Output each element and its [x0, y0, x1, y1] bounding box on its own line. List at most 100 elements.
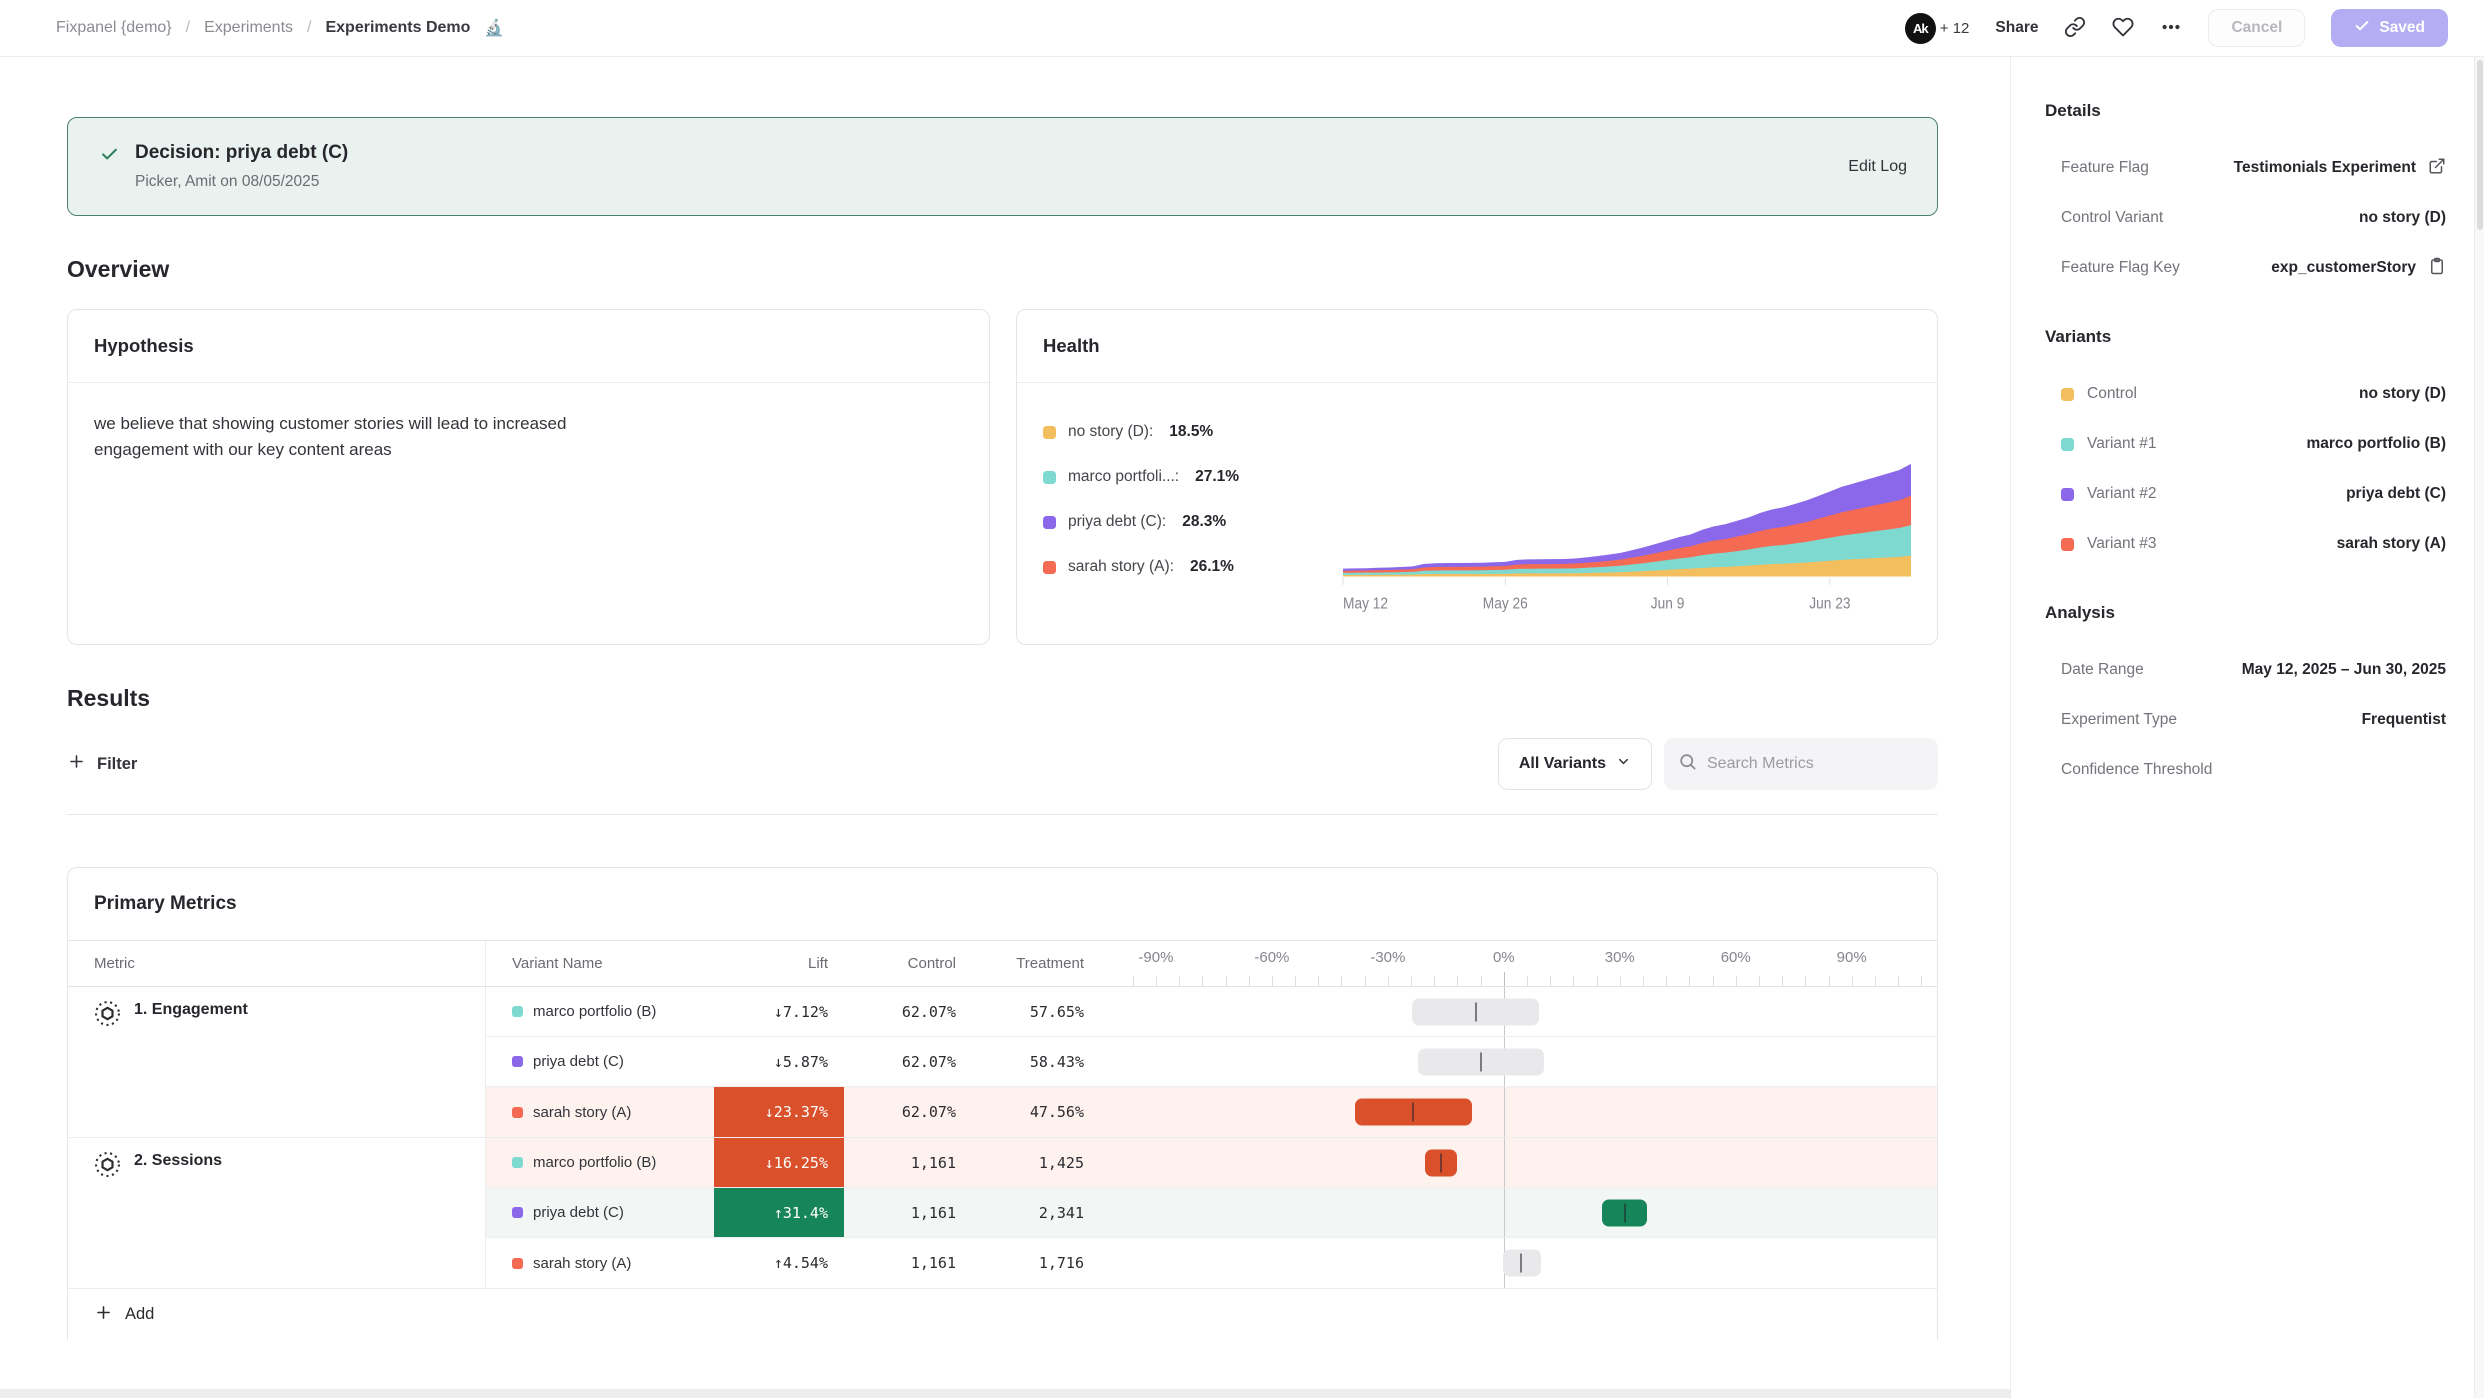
- health-title: Health: [1017, 310, 1937, 383]
- variant-swatch: [2061, 537, 2074, 551]
- external-link-icon[interactable]: [2428, 157, 2446, 180]
- confidence-interval-bar: [1354, 1098, 1473, 1126]
- variant-row-2: Variant #2 priya debt (C): [2045, 469, 2446, 519]
- variant-swatch: [1043, 560, 1056, 574]
- add-metric-button[interactable]: Add: [68, 1288, 1937, 1340]
- col-header-variant: Variant Name: [512, 955, 603, 972]
- axis-tick: [1364, 976, 1366, 986]
- confidence-interval-bar: [1424, 1149, 1458, 1176]
- variant-cell: marco portfolio (B): [486, 987, 714, 1036]
- variant-cell: priya debt (C): [486, 1037, 714, 1086]
- axis-tick: [1642, 976, 1644, 986]
- chevron-down-icon: [1616, 754, 1631, 774]
- details-heading: Details: [2045, 101, 2101, 120]
- variant-cell: marco portfolio (B): [486, 1138, 714, 1187]
- axis-tick: [1619, 976, 1621, 986]
- axis-tick: [1735, 976, 1737, 986]
- axis-tick: [1527, 976, 1528, 986]
- metric-name: 1. Engagement: [134, 1001, 248, 1018]
- treatment-value: 1,716: [1038, 1254, 1084, 1272]
- copy-link-button[interactable]: [2064, 16, 2086, 41]
- more-options-button[interactable]: [2160, 16, 2182, 41]
- metric-variant-row[interactable]: sarah story (A) ↓23.37% 62.07% 47.56%: [486, 1087, 1937, 1137]
- share-button[interactable]: Share: [1995, 19, 2039, 36]
- confidence-interval-cell: [1100, 1087, 1937, 1137]
- favorite-button[interactable]: [2112, 16, 2134, 41]
- axis-tick: [1503, 972, 1505, 986]
- metric-group: 2. Sessions marco portfolio (B) ↓16.25% 1,1…: [68, 1138, 1937, 1288]
- variant-name: priya debt (C): [533, 1053, 624, 1070]
- lift-point-marker: [1439, 1153, 1442, 1172]
- legend-value: 28.3%: [1182, 513, 1227, 530]
- variants-heading: Variants: [2045, 327, 2112, 346]
- clipboard-icon[interactable]: [2428, 257, 2446, 280]
- metric-name-cell[interactable]: 2. Sessions: [68, 1138, 486, 1288]
- legend-value: 18.5%: [1169, 423, 1214, 440]
- variant-swatch: [512, 1056, 523, 1067]
- feature-flag-value[interactable]: Testimonials Experiment: [2233, 159, 2416, 176]
- axis-tick: [1782, 976, 1784, 986]
- metric-variant-row[interactable]: sarah story (A) ↑4.54% 1,161 1,716: [486, 1238, 1937, 1288]
- plus-icon: [94, 1303, 113, 1327]
- add-label: Add: [125, 1305, 155, 1323]
- axis-tick: [1898, 976, 1900, 986]
- health-card: Health no story (D): 18.5% marco portfoli…: [1016, 309, 1938, 645]
- axis-tick: [1573, 976, 1575, 986]
- decision-banner: Decision: priya debt (C) Picker, Amit on…: [67, 117, 1938, 216]
- zero-line: [1503, 1138, 1505, 1187]
- vertical-scrollbar-track[interactable]: [2474, 57, 2484, 1398]
- edit-log-button[interactable]: Edit Log: [1848, 157, 1907, 175]
- breadcrumb-workspace[interactable]: Fixpanel {demo}: [56, 19, 172, 36]
- metric-target-icon: [94, 1152, 121, 1183]
- metric-name-cell[interactable]: 1. Engagement: [68, 987, 486, 1137]
- add-filter-button[interactable]: Filter: [67, 752, 137, 776]
- axis-tick: [1550, 976, 1552, 986]
- x-axis-label: Jun 23: [1809, 596, 1850, 613]
- metric-variant-row[interactable]: marco portfolio (B) ↓16.25% 1,161 1,425: [486, 1138, 1937, 1188]
- breadcrumb: Fixpanel {demo} / Experiments / Experime…: [56, 18, 504, 38]
- cancel-button[interactable]: Cancel: [2208, 9, 2306, 47]
- variant-cell: sarah story (A): [486, 1238, 714, 1288]
- feature-flag-key-value: exp_customerStory: [2271, 259, 2416, 276]
- breadcrumb-current-page: Experiments Demo: [325, 19, 471, 36]
- search-metrics-input[interactable]: [1707, 755, 1924, 773]
- confidence-interval-cell: [1100, 1037, 1937, 1086]
- metric-variant-row[interactable]: priya debt (C) ↑31.4% 1,161 2,341: [486, 1188, 1937, 1238]
- variant-name: sarah story (A): [533, 1103, 632, 1121]
- variant-filter-value: All Variants: [1518, 755, 1606, 772]
- feature-flag-key-row: Feature Flag Key exp_customerStory: [2045, 243, 2446, 293]
- treatment-value: 2,341: [1038, 1203, 1084, 1222]
- avatar[interactable]: Ak: [1904, 12, 1936, 44]
- lift-point-marker: [1520, 1253, 1523, 1273]
- lift-value: ↑4.54%: [773, 1254, 828, 1272]
- variant-name: marco portfolio (B): [533, 1003, 657, 1020]
- variant-label: Variant #1: [2087, 435, 2157, 452]
- primary-metrics-title: Primary Metrics: [68, 868, 1937, 941]
- variant-filter-dropdown[interactable]: All Variants: [1497, 738, 1652, 790]
- axis-tick: [1434, 976, 1436, 986]
- divider: [67, 814, 1938, 815]
- axis-tick: [1457, 976, 1459, 986]
- saved-button[interactable]: Saved: [2331, 9, 2448, 47]
- lift-value: ↑31.4%: [714, 1188, 844, 1237]
- primary-metrics-card: Primary Metrics Metric Variant Name Lift…: [67, 867, 1938, 1340]
- axis-tick: [1202, 976, 1204, 986]
- metrics-table-header: Metric Variant Name Lift Control Treatme…: [68, 941, 1937, 987]
- decision-title: Decision: priya debt (C): [135, 142, 349, 163]
- metric-variant-row[interactable]: marco portfolio (B) ↓7.12% 62.07% 57.65%: [486, 987, 1937, 1037]
- axis-tick: [1758, 976, 1760, 986]
- collaborators[interactable]: Ak + 12: [1904, 12, 1969, 44]
- feature-flag-label: Feature Flag: [2061, 159, 2149, 176]
- breadcrumb-experiments[interactable]: Experiments: [204, 19, 294, 36]
- horizontal-scrollbar-track[interactable]: [0, 1389, 2010, 1398]
- legend-value: 27.1%: [1195, 468, 1240, 485]
- axis-tick: [1341, 976, 1343, 986]
- variant-row-1: Variant #1 marco portfolio (B): [2045, 419, 2446, 469]
- axis-tick: [1179, 976, 1181, 986]
- axis-tick: [1851, 976, 1853, 986]
- top-bar: Fixpanel {demo} / Experiments / Experime…: [0, 0, 2484, 57]
- metric-variant-row[interactable]: priya debt (C) ↓5.87% 62.07% 58.43%: [486, 1037, 1937, 1087]
- variant-swatch: [512, 1257, 523, 1269]
- confidence-interval-bar: [1417, 1048, 1545, 1075]
- vertical-scrollbar-thumb[interactable]: [2476, 60, 2483, 230]
